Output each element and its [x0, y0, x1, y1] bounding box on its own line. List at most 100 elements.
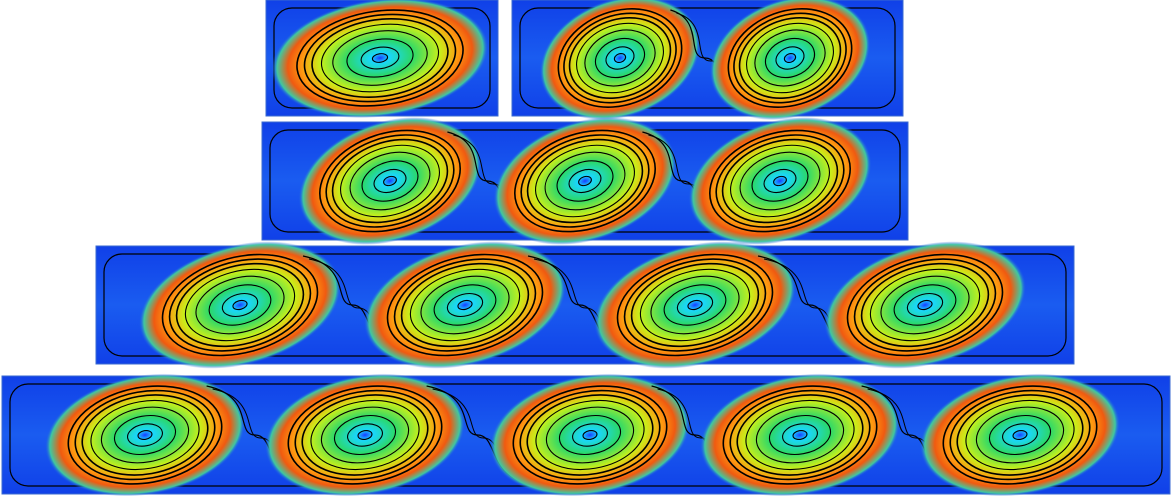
streamline: [563, 12, 677, 104]
streamline: [357, 430, 373, 440]
streamline: [175, 262, 305, 348]
streamline: [400, 262, 530, 348]
streamline: [751, 160, 809, 202]
streamline: [846, 253, 1004, 357]
streamline: [74, 389, 216, 481]
boundary-streamline: [103, 253, 1067, 357]
vortex: [709, 0, 871, 121]
streamline: [733, 12, 847, 104]
streamline: [746, 22, 834, 94]
streamline: [409, 268, 521, 342]
streamline: [988, 414, 1052, 456]
streamline: [727, 8, 853, 108]
streamline: [535, 399, 645, 471]
streamline: [520, 134, 650, 228]
streamline: [709, 129, 851, 233]
streamline: [775, 46, 805, 70]
streamline: [296, 9, 464, 107]
streamline: [763, 168, 797, 194]
streamline: [582, 430, 598, 440]
streamline: [853, 258, 997, 352]
streamline: [519, 389, 661, 481]
vortex-color: [493, 117, 677, 245]
streamline: [568, 16, 672, 100]
streamline: [729, 389, 871, 481]
vortex: [688, 117, 872, 245]
streamline: [1012, 430, 1028, 440]
streamline: [782, 423, 818, 447]
streamline: [578, 175, 592, 187]
streamline: [630, 262, 760, 348]
vortex: [593, 241, 797, 369]
streamline: [736, 394, 864, 476]
streamline: [738, 16, 842, 100]
vortex: [363, 241, 567, 369]
streamline: [1002, 423, 1038, 447]
flow-panel: [1, 373, 1171, 496]
streamline: [949, 389, 1091, 481]
vortex: [919, 373, 1121, 496]
streamline: [373, 168, 407, 194]
streamline: [137, 430, 153, 440]
streamline: [346, 38, 414, 78]
streamline: [526, 394, 654, 476]
streamline: [195, 275, 285, 335]
vortex-color: [688, 117, 872, 245]
streamline: [623, 258, 767, 352]
streamline: [457, 299, 473, 311]
streamline: [768, 414, 832, 456]
streamline: [576, 22, 664, 94]
boundary-streamline: [519, 7, 896, 109]
streamline: [663, 284, 727, 326]
vortex-color: [298, 117, 482, 245]
streamline: [754, 29, 826, 87]
streamline: [339, 144, 441, 218]
vortex: [264, 373, 466, 496]
streamline: [208, 284, 272, 326]
streamline: [773, 175, 787, 187]
streamline: [917, 299, 933, 311]
streamline: [320, 23, 440, 93]
streamline: [81, 394, 209, 476]
streamline: [446, 292, 484, 318]
streamline: [294, 389, 436, 481]
streamline: [557, 8, 683, 108]
streamline: [161, 253, 319, 357]
streamline: [544, 151, 626, 211]
streamline: [755, 406, 845, 464]
streamline: [113, 414, 177, 456]
vortex: [823, 241, 1027, 369]
streamline: [613, 52, 627, 64]
streamline: [556, 160, 614, 202]
streamline: [869, 268, 981, 342]
streamline: [301, 394, 429, 476]
streamline: [349, 151, 431, 211]
streamline: [347, 423, 383, 447]
streamline: [303, 13, 457, 103]
streamline: [764, 37, 816, 79]
streamline: [975, 406, 1065, 464]
vortex: [489, 373, 691, 496]
streamline: [361, 160, 419, 202]
streamline: [956, 394, 1084, 476]
streamline: [333, 414, 397, 456]
streamline: [393, 258, 537, 352]
streamline: [100, 406, 190, 464]
streamline: [331, 138, 449, 224]
streamline: [168, 258, 312, 352]
streamline: [221, 292, 259, 318]
flow-panel: [95, 241, 1075, 369]
streamline: [534, 144, 636, 218]
vortex: [539, 0, 701, 121]
streamline: [584, 29, 656, 87]
streamline: [184, 268, 296, 342]
streamline: [433, 284, 497, 326]
streamline: [360, 46, 400, 70]
streamline: [739, 151, 821, 211]
vortex: [138, 241, 342, 369]
flow-panel: [265, 0, 499, 119]
vortex: [699, 373, 901, 496]
streamline: [605, 46, 635, 70]
streamline: [310, 399, 420, 471]
